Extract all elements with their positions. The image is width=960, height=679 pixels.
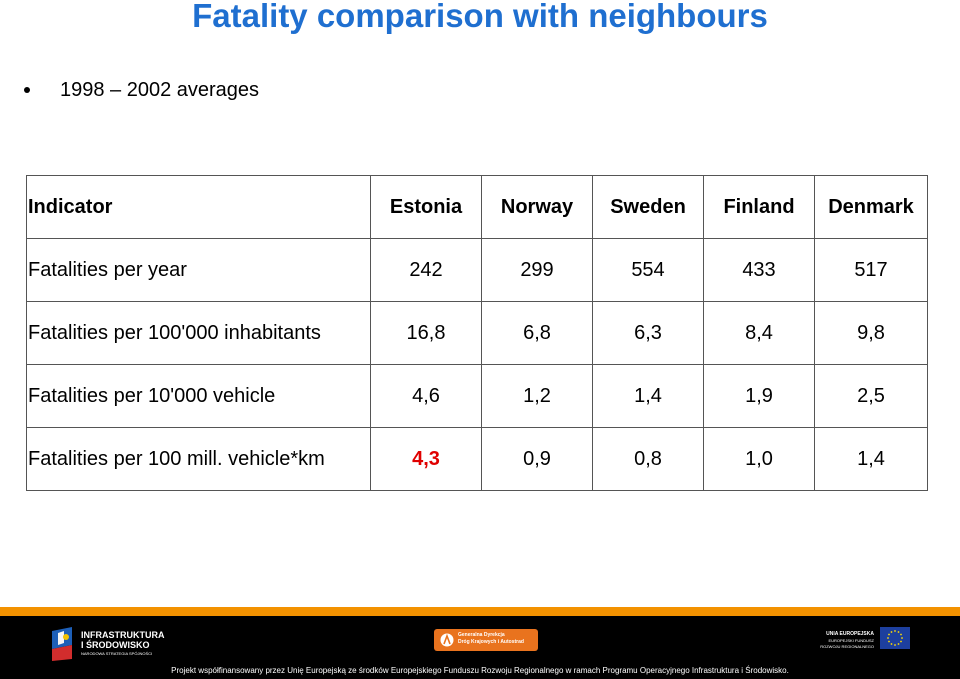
logo-right-line1: UNIA EUROPEJSKA — [826, 631, 874, 637]
logo-right-line3: ROZWOJU REGIONALNEGO — [820, 644, 874, 649]
table-row: Fatalities per 100 mill. vehicle*km 4,3 … — [26, 427, 928, 491]
header-denmark: Denmark — [814, 175, 928, 239]
header-estonia: Estonia — [370, 175, 482, 239]
eu-flag-icon — [880, 627, 910, 649]
table-cell: 16,8 — [370, 301, 482, 365]
header-indicator: Indicator — [26, 175, 371, 239]
footer-note: Projekt współfinansowany przez Unię Euro… — [171, 666, 789, 675]
table-cell: 6,3 — [592, 301, 704, 365]
table-row: Fatalities per 10'000 vehicle 4,6 1,2 1,… — [26, 364, 928, 428]
table-row: Fatalities per year 242 299 554 433 517 — [26, 238, 928, 302]
table-cell: 1,9 — [703, 364, 815, 428]
table-cell: 0,8 — [592, 427, 704, 491]
table-cell: 2,5 — [814, 364, 928, 428]
table-cell: 1,0 — [703, 427, 815, 491]
road-icon — [440, 633, 454, 647]
table-row: Fatalities per 100'000 inhabitants 16,8 … — [26, 301, 928, 365]
row-label: Fatalities per 10'000 vehicle — [26, 364, 371, 428]
table-cell: 6,8 — [481, 301, 593, 365]
table-cell: 1,2 — [481, 364, 593, 428]
table-cell: 1,4 — [592, 364, 704, 428]
row-label: Fatalities per 100 mill. vehicle*km — [26, 427, 371, 491]
table-header-row: Indicator Estonia Norway Sweden Finland … — [26, 175, 928, 239]
logo-left-line3: NARODOWA STRATEGIA SPÓJNOŚCI — [81, 651, 153, 656]
header-norway: Norway — [481, 175, 593, 239]
table-cell: 9,8 — [814, 301, 928, 365]
logo-left-line2: I ŚRODOWISKO — [81, 640, 150, 650]
table-cell: 433 — [703, 238, 815, 302]
logo-center-line2: Dróg Krajowych i Autostrad — [458, 639, 524, 645]
table-cell: 0,9 — [481, 427, 593, 491]
comparison-table: Indicator Estonia Norway Sweden Finland … — [26, 175, 928, 491]
bullet-icon — [24, 87, 30, 93]
logo-right-line2: EUROPEJSKI FUNDUSZ — [828, 638, 874, 643]
highlighted-cell: 4,3 — [370, 427, 482, 491]
flag-icon — [52, 627, 72, 661]
page-title: Fatality comparison with neighbours — [192, 0, 768, 34]
footer-bar: INFRASTRUKTURA I ŚRODOWISKO NARODOWA STR… — [0, 607, 960, 679]
bullet-text: 1998 – 2002 averages — [60, 78, 260, 101]
logo-center-line1: Generalna Dyrekcja — [458, 632, 505, 638]
infrastruktura-logo: INFRASTRUKTURA I ŚRODOWISKO NARODOWA STR… — [50, 625, 180, 661]
table-cell: 8,4 — [703, 301, 815, 365]
header-finland: Finland — [703, 175, 815, 239]
row-label: Fatalities per year — [26, 238, 371, 302]
footer-stripe — [0, 607, 960, 616]
row-label: Fatalities per 100'000 inhabitants — [26, 301, 371, 365]
table-cell: 4,6 — [370, 364, 482, 428]
table-cell: 554 — [592, 238, 704, 302]
table-cell: 299 — [481, 238, 593, 302]
eu-logo: UNIA EUROPEJSKA EUROPEJSKI FUNDUSZ ROZWO… — [810, 627, 910, 657]
table-cell: 517 — [814, 238, 928, 302]
table-cell: 1,4 — [814, 427, 928, 491]
bullet-item: 1998 – 2002 averages — [24, 76, 259, 104]
logo-left-line1: INFRASTRUKTURA — [81, 630, 165, 640]
gddkia-logo: Generalna Dyrekcja Dróg Krajowych i Auto… — [434, 629, 538, 651]
header-sweden: Sweden — [592, 175, 704, 239]
table-cell: 242 — [370, 238, 482, 302]
